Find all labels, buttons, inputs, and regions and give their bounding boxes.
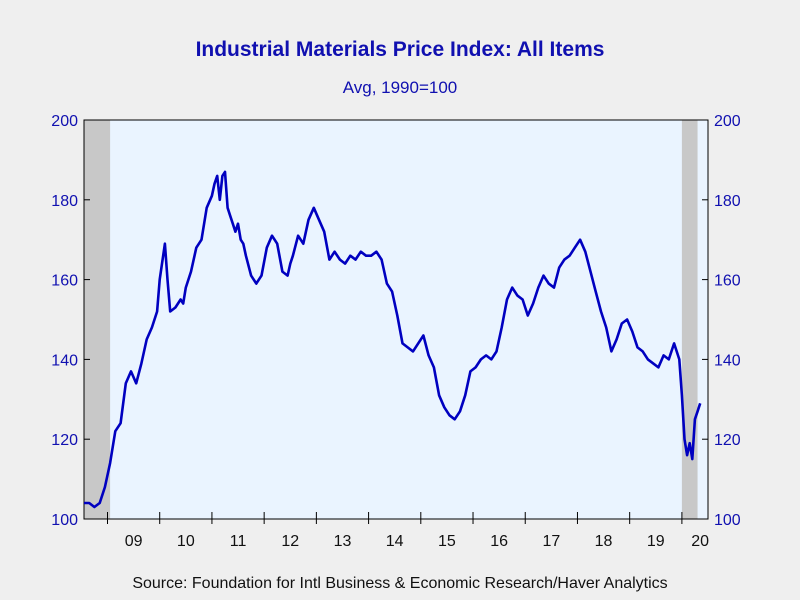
x-tick-label: 12 [281,533,299,550]
y-tick-label-left: 160 [51,273,78,290]
x-tick-label: 16 [490,533,508,550]
x-tick-label: 18 [595,533,613,550]
y-tick-label-right: 180 [714,193,741,210]
chart-title: Industrial Materials Price Index: All It… [195,38,605,61]
recession-shade [681,120,698,519]
x-tick-label: 10 [177,533,195,550]
x-tick-label: 19 [647,533,665,550]
x-tick-label: 14 [386,533,404,550]
y-tick-label-right: 140 [714,352,741,369]
x-tick-label: 09 [125,533,143,550]
y-tick-label-right: 200 [714,113,741,130]
y-tick-label-right: 120 [714,432,741,449]
y-tick-label-left: 100 [51,512,78,529]
chart-subtitle: Avg, 1990=100 [342,78,458,97]
recession-shade [84,120,111,519]
x-tick-label: 13 [334,533,352,550]
y-tick-label-right: 100 [714,512,741,529]
source-note: Source: Foundation for Intl Business & E… [132,575,668,592]
plot-frame [83,119,709,520]
y-tick-label-left: 140 [51,352,78,369]
y-tick-label-right: 160 [714,273,741,290]
x-tick-label: 15 [438,533,456,550]
y-tick-label-left: 200 [51,113,78,130]
x-tick-label: 17 [542,533,560,550]
y-tick-label-left: 120 [51,432,78,449]
plot-area [84,120,708,519]
series-line [84,170,702,509]
y-tick-label-left: 180 [51,193,78,210]
x-tick-label: 11 [230,533,247,550]
x-tick-label: 20 [691,533,709,550]
